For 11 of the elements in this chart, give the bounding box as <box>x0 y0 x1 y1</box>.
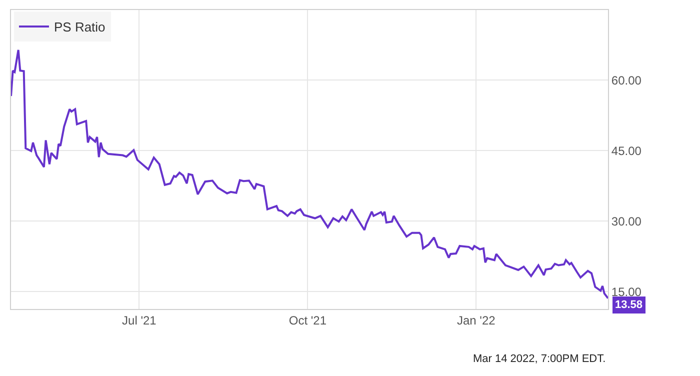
y-tick-label: 15.00 <box>611 284 642 299</box>
x-tick-label: Jul '21 <box>122 313 157 328</box>
y-tick-label: 30.00 <box>611 214 642 228</box>
line-series <box>11 48 608 300</box>
legend-label: PS Ratio <box>54 20 106 35</box>
text: Mar 14 2022, 7:00PM EDT. <box>473 353 606 365</box>
annotation: 13.58 <box>615 299 643 311</box>
x-tick-label: Jan '22 <box>456 313 496 328</box>
x-tick-label: Oct '21 <box>288 313 327 328</box>
y-tick-label: 60.00 <box>611 73 642 88</box>
y-tick-label: 45.00 <box>611 144 642 158</box>
